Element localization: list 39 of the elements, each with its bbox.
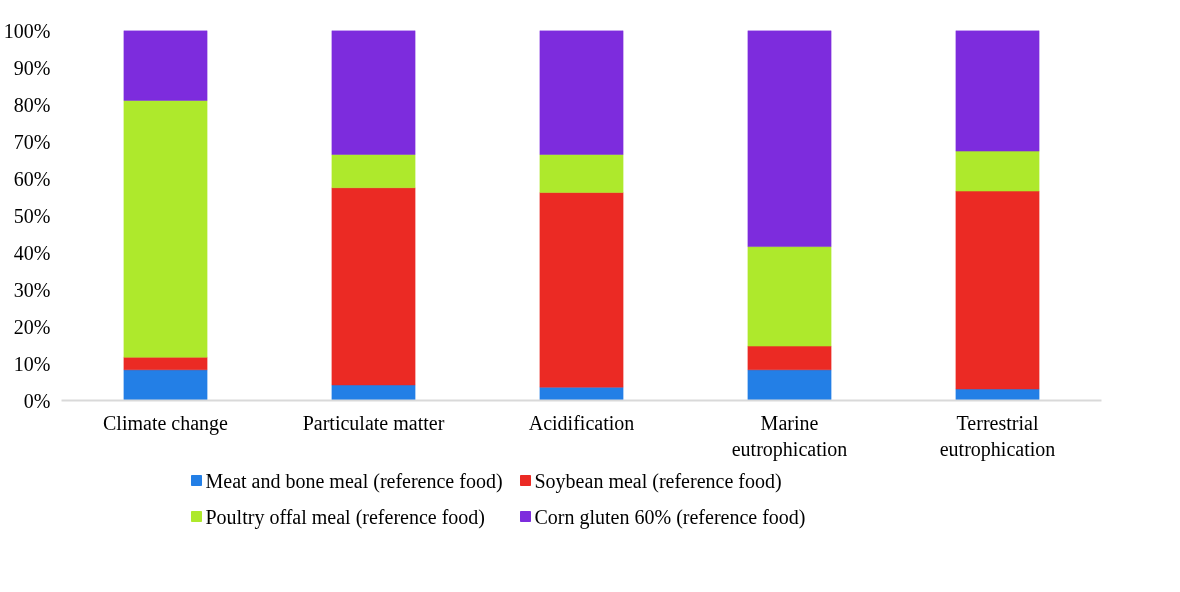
bar (331, 154, 416, 188)
y-tick-label: 10% (13, 352, 51, 375)
bar (123, 356, 208, 371)
y-tick-label: 50% (13, 204, 51, 227)
y-tick-label: 40% (13, 241, 51, 264)
bar (539, 386, 624, 401)
y-tick-label: 60% (13, 167, 51, 190)
bar (123, 369, 208, 401)
y-tick-label: 100% (3, 19, 51, 42)
legend-label: Poultry offal meal (reference food) (205, 505, 486, 529)
bar (331, 384, 416, 401)
x-tick-label: Acidification (528, 411, 635, 434)
x-tick-label: Terrestrial eutrophication (939, 411, 1056, 461)
bar (955, 30, 1040, 152)
legend-label: Corn gluten 60% (reference food) (534, 505, 806, 529)
bar (747, 369, 832, 401)
bar (331, 187, 416, 386)
bar (539, 154, 624, 193)
bar (123, 100, 208, 358)
x-tick-label: Marine eutrophication (731, 411, 848, 461)
y-tick-label: 20% (13, 315, 51, 338)
y-tick-label: 70% (13, 130, 51, 153)
bar (955, 190, 1040, 390)
bar (747, 30, 832, 247)
bar (747, 246, 832, 347)
bar (747, 345, 832, 371)
y-tick-label: 0% (23, 389, 51, 412)
y-tick-label: 80% (13, 93, 51, 116)
bar (955, 150, 1040, 192)
legend-label: Meat and bone meal (reference food) (205, 469, 503, 493)
x-tick-label: Particulate matter (302, 411, 445, 434)
bar (539, 30, 624, 155)
bar (123, 30, 208, 101)
y-tick-label: 90% (13, 56, 51, 79)
bar (331, 30, 416, 155)
legend-label: Soybean meal (reference food) (534, 469, 782, 493)
bar (539, 192, 624, 388)
y-tick-label: 30% (13, 278, 51, 301)
x-tick-label: Climate change (103, 411, 229, 435)
